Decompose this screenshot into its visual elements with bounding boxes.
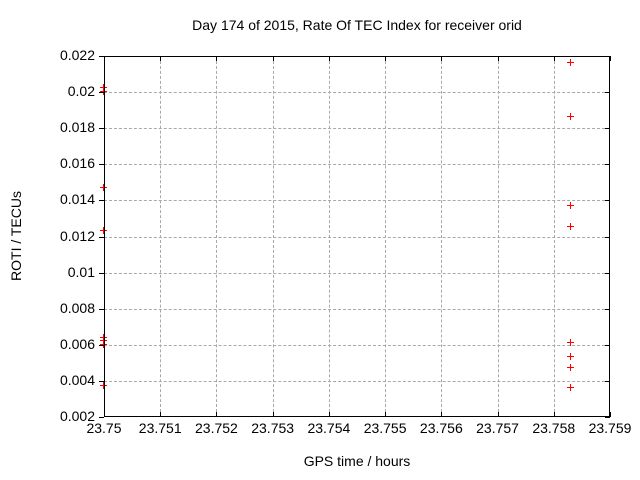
data-point-marker xyxy=(100,337,107,345)
data-point-marker xyxy=(566,113,574,121)
tick-mark xyxy=(441,412,443,417)
x-tick-label: 23.756 xyxy=(419,420,463,436)
gridline-horizontal xyxy=(104,344,610,346)
plot-area: 23.75 23.751 23.752 23.753 23.754 23.755 23.75… xyxy=(60,48,631,436)
y-tick-label: 0.02 xyxy=(67,83,95,100)
tick-mark xyxy=(441,56,443,61)
tick-mark xyxy=(553,56,555,61)
tick-mark xyxy=(99,272,104,274)
tick-mark xyxy=(99,380,104,382)
tick-mark xyxy=(272,56,274,61)
tick-mark xyxy=(605,200,610,202)
x-tick-label: 23.759 xyxy=(588,420,632,436)
tick-mark xyxy=(605,56,610,57)
data-point-marker xyxy=(100,88,107,96)
y-tick-label: 0.018 xyxy=(59,119,95,136)
data-point-marker xyxy=(566,201,574,209)
tick-mark xyxy=(610,56,611,61)
tick-mark xyxy=(605,164,610,166)
data-point-marker xyxy=(566,353,574,361)
tick-mark xyxy=(553,412,555,417)
tick-mark xyxy=(99,128,104,130)
x-tick-label: 23.752 xyxy=(195,420,238,436)
tick-mark xyxy=(605,272,610,274)
x-tick-label: 23.753 xyxy=(251,420,295,436)
x-axis-label: GPS time / hours xyxy=(303,453,411,469)
y-tick-label: 0.016 xyxy=(59,155,95,172)
tick-mark xyxy=(605,128,610,130)
y-tick-label: 0.012 xyxy=(59,227,95,244)
gridline-horizontal xyxy=(104,128,610,130)
x-tick-label: 23.757 xyxy=(476,420,519,436)
tick-mark xyxy=(99,417,104,418)
tick-mark xyxy=(160,56,162,61)
tick-mark xyxy=(385,412,387,417)
data-point-marker xyxy=(100,340,107,348)
data-point-marker xyxy=(100,333,107,341)
tick-mark xyxy=(605,236,610,238)
tick-mark xyxy=(497,56,499,61)
gridline-horizontal xyxy=(104,92,610,94)
tick-mark xyxy=(99,200,104,202)
tick-mark xyxy=(272,412,274,417)
tick-mark xyxy=(605,344,610,346)
data-point-marker xyxy=(566,59,574,67)
tick-mark xyxy=(216,412,218,417)
tick-mark xyxy=(328,56,330,61)
tick-mark xyxy=(99,236,104,238)
gridline-horizontal xyxy=(104,200,610,202)
tick-mark xyxy=(385,56,387,61)
gridline-horizontal xyxy=(104,380,610,382)
data-point-marker xyxy=(100,183,107,191)
data-point-marker xyxy=(566,223,574,231)
x-tick-label: 23.75 xyxy=(86,420,122,436)
data-point-marker xyxy=(100,84,107,92)
data-point-marker xyxy=(100,382,107,390)
tick-mark xyxy=(160,412,162,417)
tick-mark xyxy=(216,56,218,61)
data-point-marker xyxy=(566,384,574,392)
tick-mark xyxy=(99,56,104,57)
data-point-marker xyxy=(566,364,574,372)
gridline-horizontal xyxy=(104,236,610,238)
tick-mark xyxy=(99,344,104,346)
tick-mark xyxy=(104,412,105,417)
tick-mark xyxy=(99,92,104,94)
chart-title: Day 174 of 2015, Rate Of TEC Index for r… xyxy=(192,17,522,33)
x-tick-label: 23.754 xyxy=(307,420,351,436)
tick-mark xyxy=(328,412,330,417)
data-point-marker xyxy=(566,338,574,346)
x-tick-label: 23.758 xyxy=(532,420,576,436)
tick-mark xyxy=(99,308,104,310)
gridline-horizontal xyxy=(104,164,610,166)
tick-mark xyxy=(605,308,610,310)
gridline-horizontal xyxy=(104,272,610,274)
tick-mark xyxy=(104,56,105,61)
x-tick-label: 23.751 xyxy=(138,420,182,436)
tick-mark xyxy=(99,164,104,166)
tick-mark xyxy=(605,417,610,418)
y-tick-label: 0.014 xyxy=(59,191,95,208)
tick-mark xyxy=(497,412,499,417)
tick-mark xyxy=(605,92,610,94)
tick-mark xyxy=(610,412,611,417)
data-point-marker xyxy=(100,227,107,235)
gridline-horizontal xyxy=(104,308,610,310)
y-tick-label: 0.002 xyxy=(59,408,95,424)
y-tick-label: 0.004 xyxy=(59,371,95,388)
y-tick-label: 0.01 xyxy=(67,263,95,280)
y-tick-label: 0.008 xyxy=(59,299,95,316)
tick-mark xyxy=(605,380,610,382)
y-tick-label: 0.022 xyxy=(59,47,95,63)
x-tick-label: 23.755 xyxy=(363,420,407,436)
y-tick-label: 0.006 xyxy=(59,335,95,352)
